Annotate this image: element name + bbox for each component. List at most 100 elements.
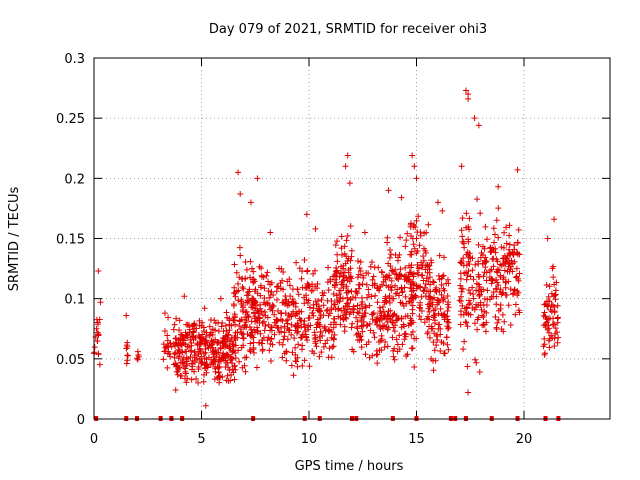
data-point	[402, 313, 409, 320]
data-point	[320, 302, 327, 309]
data-point	[515, 277, 522, 284]
data-point	[232, 321, 239, 328]
data-point	[406, 276, 413, 283]
data-point	[444, 323, 451, 330]
data-point	[236, 322, 243, 329]
data-point	[475, 241, 482, 248]
data-point	[164, 364, 171, 371]
data-point	[370, 329, 377, 336]
data-point	[339, 281, 346, 288]
data-point	[265, 278, 272, 285]
data-point	[459, 215, 466, 222]
data-point	[245, 314, 252, 321]
data-point	[490, 263, 497, 270]
data-point	[222, 322, 229, 329]
x-tick-label: 0	[90, 432, 98, 447]
data-point	[463, 210, 470, 217]
data-point	[363, 322, 370, 329]
data-point	[216, 374, 223, 381]
data-point	[359, 280, 366, 287]
data-point	[416, 313, 423, 320]
data-point	[309, 287, 316, 294]
data-point	[171, 321, 178, 328]
data-point	[246, 346, 253, 353]
data-point	[503, 240, 510, 247]
data-point	[380, 278, 387, 285]
data-point	[418, 259, 425, 266]
data-point	[321, 323, 328, 330]
data-point	[445, 280, 452, 287]
data-point	[268, 335, 275, 342]
data-point	[325, 264, 332, 271]
data-point	[281, 329, 288, 336]
data-point	[346, 180, 353, 187]
data-point	[279, 354, 286, 361]
data-point	[304, 337, 311, 344]
data-point	[330, 301, 337, 308]
y-tick-label: 0.25	[56, 112, 85, 127]
data-point	[511, 287, 518, 294]
data-point	[426, 274, 433, 281]
data-point	[233, 269, 240, 276]
data-point	[491, 239, 498, 246]
data-point	[506, 261, 513, 268]
axis-ticks: 0 0.05 0.1 0.15 0.2 0.25 0.3 0 5 10 15 20	[56, 52, 610, 447]
data-point	[461, 244, 468, 251]
data-point	[385, 187, 392, 194]
chart-title: Day 079 of 2021, SRMTID for receiver ohi…	[209, 22, 487, 37]
data-point	[326, 345, 333, 352]
data-point	[268, 279, 275, 286]
data-point	[463, 319, 470, 326]
data-point	[347, 273, 354, 280]
data-point	[386, 294, 393, 301]
data-point	[379, 281, 386, 288]
data-point	[378, 268, 385, 275]
data-point	[243, 292, 250, 299]
data-point	[424, 330, 431, 337]
data-point	[274, 284, 281, 291]
data-point	[295, 291, 302, 298]
data-point	[474, 196, 481, 203]
data-point	[288, 362, 295, 369]
data-point	[124, 357, 131, 364]
data-point	[303, 334, 310, 341]
data-point	[463, 276, 470, 283]
data-point	[555, 334, 562, 341]
data-point	[223, 309, 230, 316]
data-point	[316, 305, 323, 312]
data-point	[304, 267, 311, 274]
data-point	[201, 305, 208, 312]
data-point	[344, 257, 351, 264]
data-point	[195, 379, 202, 386]
data-point	[466, 250, 473, 257]
data-point	[218, 323, 225, 330]
data-point	[332, 268, 339, 275]
data-point	[188, 348, 195, 355]
data-point	[426, 293, 433, 300]
data-point	[465, 389, 472, 396]
data-point	[306, 304, 313, 311]
data-point	[497, 286, 504, 293]
data-point	[471, 320, 478, 327]
data-point	[395, 276, 402, 283]
data-point	[497, 274, 504, 281]
data-point	[179, 359, 186, 366]
data-point	[459, 238, 466, 245]
data-point	[212, 327, 219, 334]
data-point	[374, 351, 381, 358]
data-point	[410, 241, 417, 248]
x-tick-label: 15	[408, 432, 425, 447]
data-point	[369, 316, 376, 323]
data-point	[257, 284, 264, 291]
data-point	[495, 234, 502, 241]
data-point	[231, 311, 238, 318]
data-point	[211, 317, 218, 324]
data-point	[93, 316, 100, 323]
data-point	[180, 363, 187, 370]
data-point	[500, 328, 507, 335]
data-point	[357, 267, 364, 274]
data-point	[343, 289, 350, 296]
data-point	[309, 309, 316, 316]
data-point	[457, 282, 464, 289]
data-point	[332, 242, 339, 249]
